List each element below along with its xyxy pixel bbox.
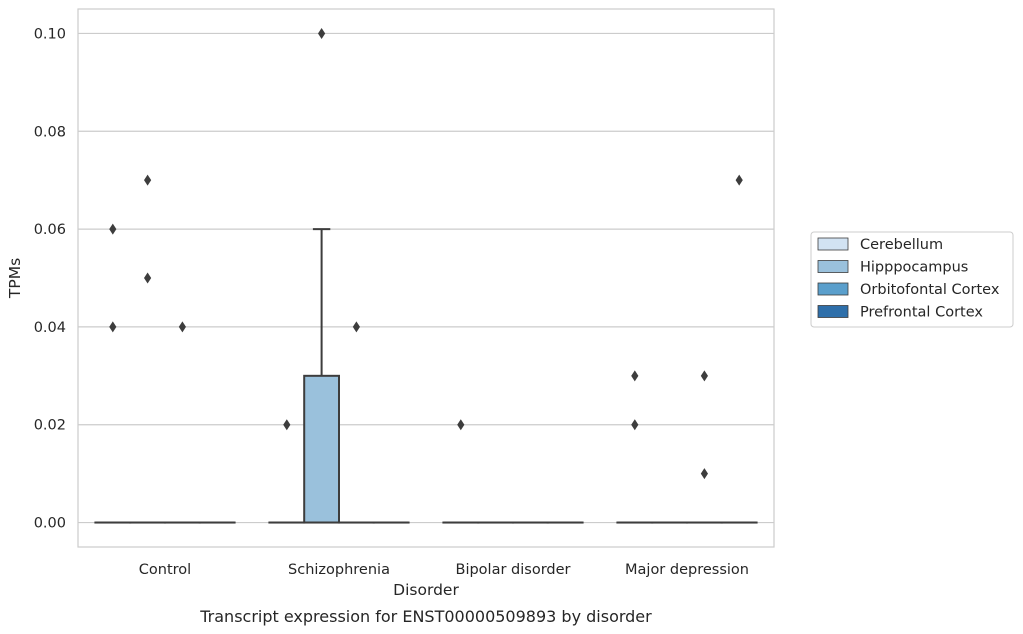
outlier-point — [144, 272, 152, 284]
y-tick-label: 0.00 — [34, 516, 66, 532]
outlier-point — [109, 321, 117, 333]
y-tick-label: 0.10 — [34, 26, 66, 42]
outlier-point — [700, 370, 708, 382]
legend-frame — [810, 231, 1014, 328]
outlier-point — [178, 321, 186, 333]
legend: Cerebellum Hipppocampus Orbitofontal Corte… — [810, 231, 1014, 328]
plot-area — [77, 8, 775, 548]
legend-label: Orbitofontal Cortex — [860, 282, 1000, 298]
x-tick-labels: Control Schizophrenia Bipolar disorder Majo… — [139, 562, 749, 578]
outlier-point — [457, 419, 465, 431]
legend-label: Cerebellum — [860, 237, 943, 253]
y-tick-label: 0.02 — [34, 418, 66, 434]
outlier-point — [144, 174, 152, 186]
outlier-point — [318, 27, 326, 39]
x-axis-label: Disorder — [393, 581, 459, 599]
legend-swatch — [817, 282, 849, 296]
x-tick-label: Bipolar disorder — [456, 562, 571, 578]
outlier-point — [631, 370, 639, 382]
y-tick-label: 0.04 — [34, 320, 66, 336]
x-tick-label: Control — [139, 562, 191, 578]
figure-caption: Transcript expression for ENST0000050989… — [199, 607, 652, 626]
y-tick-label: 0.08 — [34, 124, 66, 140]
outlier-point — [352, 321, 360, 333]
y-tick-label: 0.06 — [34, 222, 66, 238]
legend-swatch — [817, 237, 849, 251]
outlier-point — [631, 419, 639, 431]
box-plot-marks — [94, 27, 758, 524]
legend-swatch — [817, 260, 849, 273]
legend-swatch — [817, 305, 849, 318]
outlier-point — [700, 468, 708, 480]
outlier-point — [735, 174, 743, 186]
outlier-point — [109, 223, 117, 235]
y-axis-label: TPMs — [6, 258, 24, 299]
legend-label: Hipppocampus — [860, 260, 968, 276]
legend-label: Prefrontal Cortex — [860, 305, 983, 321]
outlier-point — [283, 419, 291, 431]
box — [303, 374, 341, 524]
y-tick-labels: 0.00 0.02 0.04 0.06 0.08 0.10 — [34, 26, 66, 531]
x-tick-label: Major depression — [625, 562, 749, 578]
x-tick-label: Schizophrenia — [288, 562, 390, 578]
